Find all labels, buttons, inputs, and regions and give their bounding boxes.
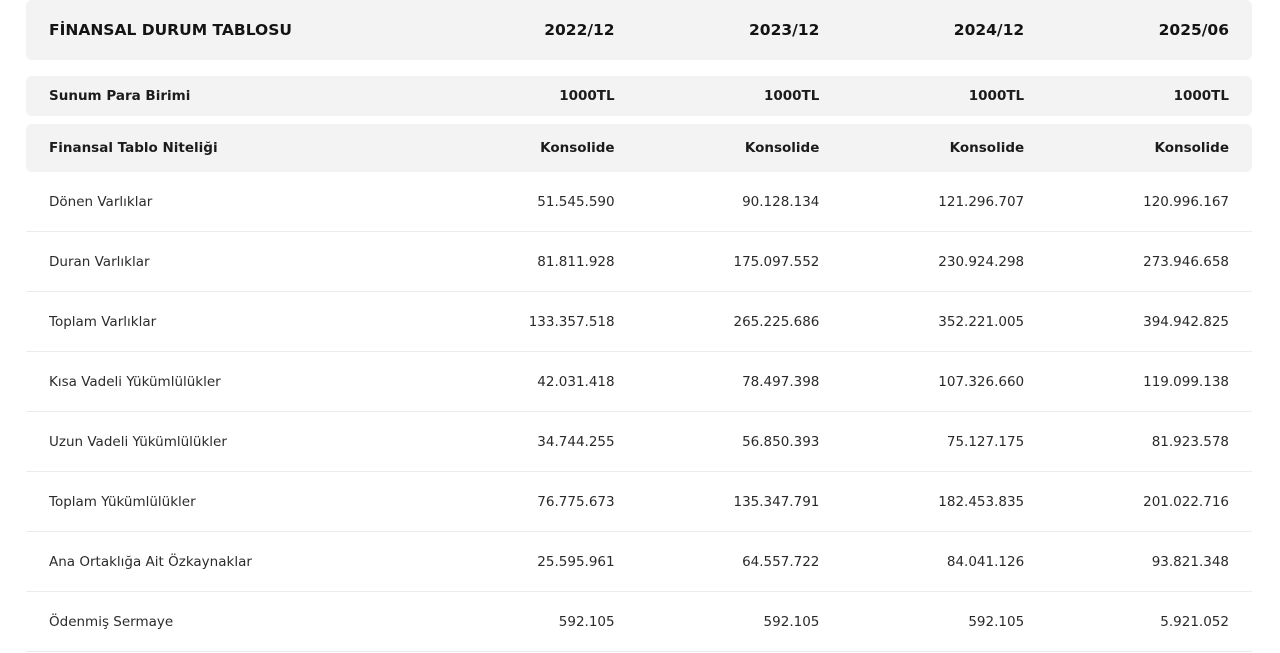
cell-value: 81.923.578 [1024, 412, 1252, 472]
row-label: Ödenmiş Sermaye [26, 592, 410, 652]
cell-value: 56.850.393 [614, 412, 820, 472]
table-row: Dönen Varlıklar 51.545.590 90.128.134 12… [26, 172, 1252, 232]
period-header-2022-12: 2022/12 [409, 0, 615, 60]
cell-value: Konsolide [614, 124, 820, 172]
cell-value: 78.497.398 [614, 352, 820, 412]
row-label: Kısa Vadeli Yükümlülükler [26, 352, 410, 412]
cell-value: 394.942.825 [1024, 292, 1252, 352]
cell-value: 120.996.167 [1024, 172, 1252, 232]
row-label: Finansal Tablo Niteliği [26, 124, 410, 172]
period-header-2025-06: 2025/06 [1024, 0, 1252, 60]
cell-value: 1000TL [614, 76, 820, 116]
cell-value: 75.127.175 [819, 412, 1025, 472]
cell-value: 273.946.658 [1024, 232, 1252, 292]
table-header-row: FİNANSAL DURUM TABLOSU 2022/12 2023/12 2… [26, 0, 1252, 60]
cell-value: 230.924.298 [819, 232, 1025, 292]
cell-value: 119.099.138 [1024, 352, 1252, 412]
cell-value: Konsolide [819, 124, 1025, 172]
cell-value: 135.347.791 [614, 472, 820, 532]
cell-value: 90.128.134 [614, 172, 820, 232]
table-title: FİNANSAL DURUM TABLOSU [26, 0, 410, 60]
table-row: Ödenmiş Sermaye 592.105 592.105 592.105 … [26, 592, 1252, 652]
cell-value: 34.744.255 [409, 412, 615, 472]
cell-value: 84.041.126 [819, 532, 1025, 592]
cell-value: 51.545.590 [409, 172, 615, 232]
row-label: Dönen Varlıklar [26, 172, 410, 232]
cell-value: 81.811.928 [409, 232, 615, 292]
table-row: Toplam Yükümlülükler 76.775.673 135.347.… [26, 472, 1252, 532]
row-label: Toplam Varlıklar [26, 292, 410, 352]
cell-value: 352.221.005 [819, 292, 1025, 352]
cell-value: 42.031.418 [409, 352, 615, 412]
cell-value: 107.326.660 [819, 352, 1025, 412]
financial-position-table: FİNANSAL DURUM TABLOSU 2022/12 2023/12 2… [26, 0, 1252, 652]
currency-row: Sunum Para Birimi 1000TL 1000TL 1000TL 1… [26, 76, 1252, 116]
row-label: Toplam Yükümlülükler [26, 472, 410, 532]
cell-value: 1000TL [1024, 76, 1252, 116]
table-row: Kısa Vadeli Yükümlülükler 42.031.418 78.… [26, 352, 1252, 412]
row-label: Sunum Para Birimi [26, 76, 410, 116]
cell-value: 1000TL [819, 76, 1025, 116]
cell-value: 93.821.348 [1024, 532, 1252, 592]
cell-value: 175.097.552 [614, 232, 820, 292]
cell-value: Konsolide [409, 124, 615, 172]
period-header-2024-12: 2024/12 [819, 0, 1025, 60]
cell-value: 182.453.835 [819, 472, 1025, 532]
cell-value: 265.225.686 [614, 292, 820, 352]
cell-value: 201.022.716 [1024, 472, 1252, 532]
statement-type-row: Finansal Tablo Niteliği Konsolide Konsol… [26, 124, 1252, 172]
table-row: Toplam Varlıklar 133.357.518 265.225.686… [26, 292, 1252, 352]
cell-value: 592.105 [409, 592, 615, 652]
row-label: Duran Varlıklar [26, 232, 410, 292]
table-row: Uzun Vadeli Yükümlülükler 34.744.255 56.… [26, 412, 1252, 472]
row-label: Ana Ortaklığa Ait Özkaynaklar [26, 532, 410, 592]
period-header-2023-12: 2023/12 [614, 0, 820, 60]
cell-value: 592.105 [819, 592, 1025, 652]
table-row: Ana Ortaklığa Ait Özkaynaklar 25.595.961… [26, 532, 1252, 592]
cell-value: 1000TL [409, 76, 615, 116]
cell-value: 592.105 [614, 592, 820, 652]
row-label: Uzun Vadeli Yükümlülükler [26, 412, 410, 472]
cell-value: 133.357.518 [409, 292, 615, 352]
cell-value: 5.921.052 [1024, 592, 1252, 652]
cell-value: 64.557.722 [614, 532, 820, 592]
cell-value: 121.296.707 [819, 172, 1025, 232]
cell-value: Konsolide [1024, 124, 1252, 172]
cell-value: 25.595.961 [409, 532, 615, 592]
table-row: Duran Varlıklar 81.811.928 175.097.552 2… [26, 232, 1252, 292]
cell-value: 76.775.673 [409, 472, 615, 532]
